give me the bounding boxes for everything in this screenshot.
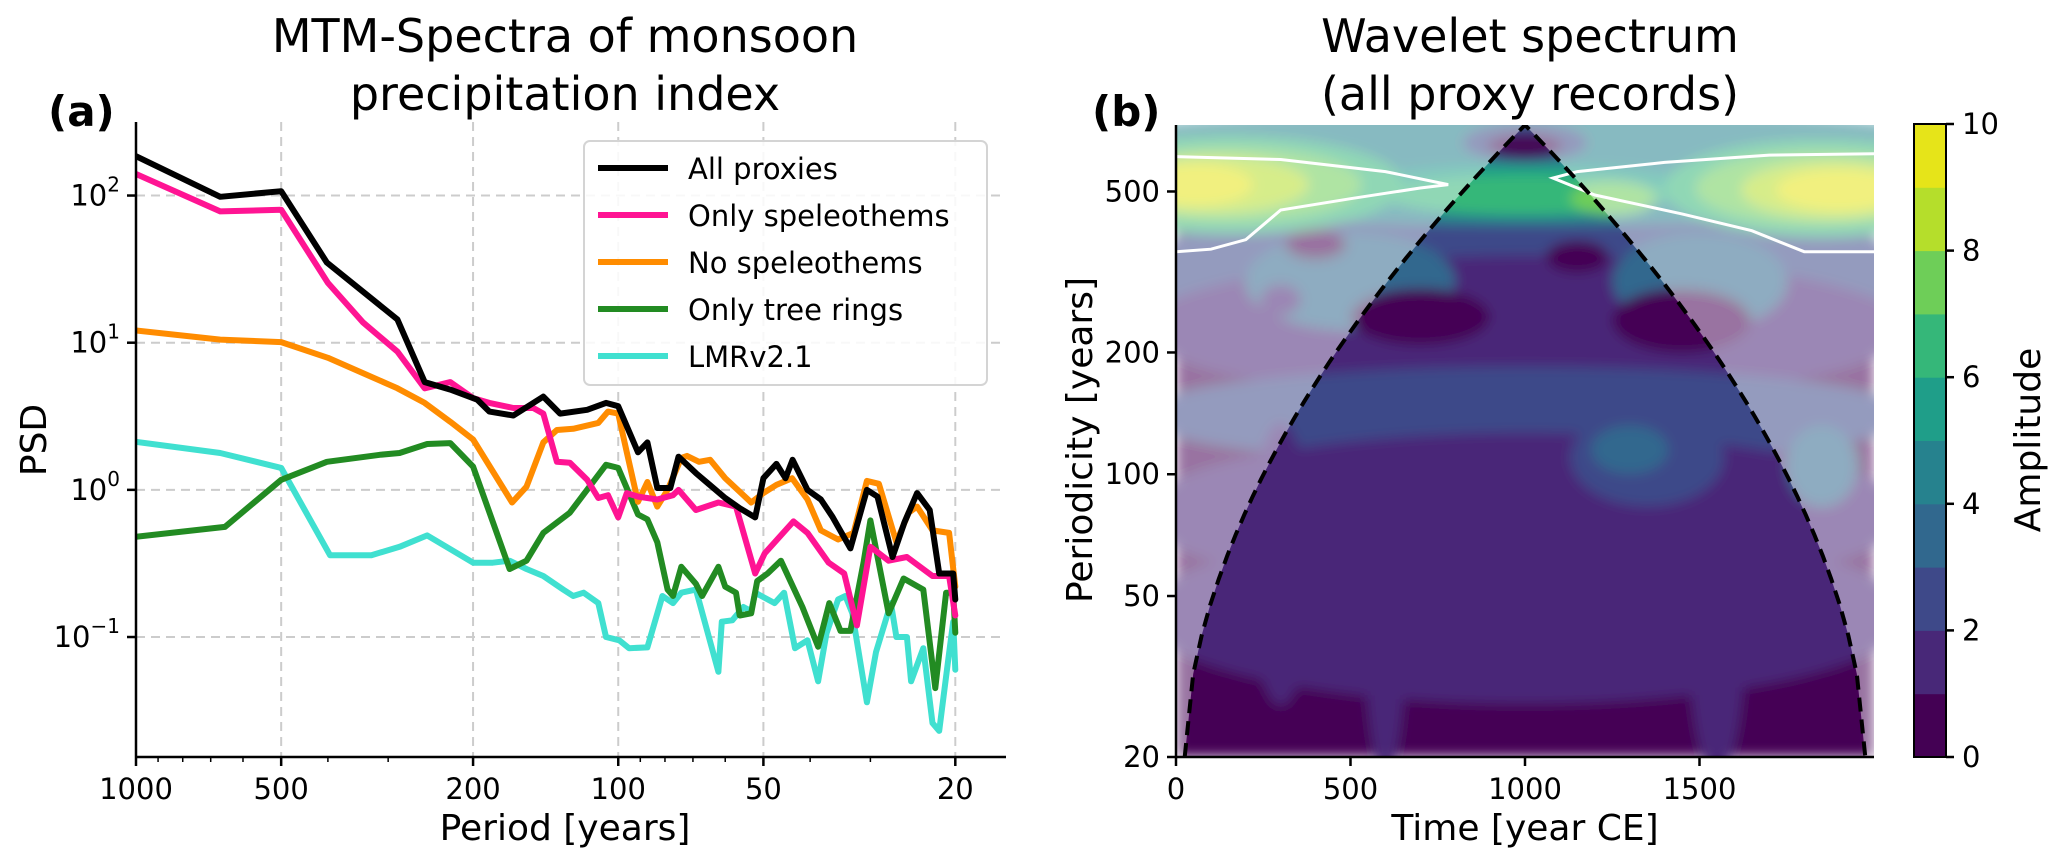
legend-item: Only tree rings	[598, 293, 903, 327]
colorbar-band	[1914, 377, 1946, 441]
legend-label: All proxies	[688, 152, 838, 186]
colorbar-tick-label: 0	[1962, 740, 1980, 774]
colorbar-band	[1914, 187, 1946, 252]
y-ticks: 20 50 100 200 500	[1105, 174, 1176, 774]
amplitude-level-3	[1591, 425, 1669, 474]
y-tick-label: 100	[1105, 457, 1160, 491]
amplitude-level-0	[1612, 288, 1752, 353]
colorbar-band	[1914, 567, 1946, 631]
amplitude-level-0	[1284, 228, 1348, 261]
y-tick-label: 20	[1123, 740, 1160, 774]
y-tick-label-base: 10	[70, 179, 107, 213]
x-tick-label: 0	[1167, 772, 1185, 806]
colorbar-tick-label: 6	[1962, 360, 1980, 394]
panel-a-label: (a)	[48, 87, 115, 136]
colorbar-band	[1914, 630, 1946, 695]
amplitude-level-1	[1249, 422, 1313, 706]
amplitude-level-0	[1350, 288, 1491, 346]
cone-of-influence	[1182, 125, 1868, 757]
amplitude-level-3	[1786, 425, 1857, 507]
x-ticks: 0 500 1000 1500	[1167, 757, 1737, 806]
x-tick-label: 200	[445, 772, 500, 806]
colorbar-band	[1914, 503, 1946, 568]
colorbar-tick-label: 8	[1962, 234, 1980, 268]
y-tick-label-exponent: 0	[107, 467, 120, 491]
y-axis-label: PSD	[14, 404, 55, 476]
y-tick-label: 500	[1105, 174, 1160, 208]
colorbar-tick-label: 2	[1962, 613, 1980, 647]
colorbar-band	[1914, 440, 1946, 505]
colorbar-band	[1914, 693, 1946, 758]
legend-box	[583, 140, 988, 386]
amplitude-level-9	[1776, 169, 1874, 210]
amplitude-level-0	[1545, 240, 1609, 273]
series-line-lmrv2-1	[136, 438, 959, 734]
legend-label: Only speleothems	[688, 199, 950, 233]
x-tick-label: 20	[937, 772, 974, 806]
legend: All proxies Only speleothems No speleothem…	[583, 140, 988, 386]
y-tick-label-exponent: 2	[107, 173, 120, 197]
x-axis-label: Time [year CE]	[1390, 808, 1658, 849]
significance-contour	[1176, 152, 1874, 254]
colorbar-band	[1914, 124, 1946, 188]
cone-outside-shading	[1176, 125, 1874, 757]
y-tick-label-base: 10	[70, 473, 107, 507]
y-tick-label: 50	[1123, 579, 1160, 613]
y-tick-label-base: 10	[70, 326, 107, 360]
x-ticks: 1000 500 200 100 50 20	[99, 757, 974, 806]
legend-item: All proxies	[598, 152, 838, 186]
legend-label: No speleothems	[688, 246, 923, 280]
x-tick-label: 500	[253, 772, 308, 806]
wavelet-heatmap	[1176, 125, 1874, 757]
colorbar-tick-label: 4	[1962, 487, 1980, 521]
x-axis-label: Period [years]	[440, 808, 691, 849]
panel-b-label: (b)	[1092, 87, 1160, 136]
y-tick-label: 102	[70, 173, 120, 213]
y-tick-label: 101	[70, 320, 120, 360]
y-tick-label-base: 10	[54, 620, 91, 654]
legend-item: LMRv2.1	[598, 340, 813, 374]
colorbar-band	[1914, 250, 1946, 315]
series-line-only-tree-rings	[136, 440, 959, 692]
x-tick-label: 50	[745, 772, 782, 806]
amplitude-level-1	[1259, 283, 1302, 316]
series-line-all-proxies	[136, 153, 959, 603]
amplitude-level-1	[1364, 452, 1407, 757]
x-tick-label: 100	[591, 772, 646, 806]
x-tick-label: 1000	[99, 772, 173, 806]
significance-contour-line	[1548, 152, 1874, 254]
amplitude-level-0	[1486, 133, 1564, 158]
panel-a: MTM-Spectra of monsoon precipitation ind…	[14, 9, 1006, 849]
amplitude-level-9	[1176, 164, 1253, 205]
colorbar-outline	[1913, 123, 1947, 758]
significance-contour-line	[1176, 155, 1449, 254]
colorbar-tick-label: 10	[1962, 107, 1999, 141]
y-tick-label-exponent: −1	[91, 614, 120, 638]
legend-label: LMRv2.1	[688, 340, 813, 374]
panel-b-title-line1: Wavelet spectrum	[1321, 9, 1739, 63]
plot-lines	[136, 153, 959, 734]
y-tick-label: 100	[70, 467, 120, 507]
panel-b: Wavelet spectrum (all proxy records) (b)…	[1060, 9, 2049, 849]
y-tick-label: 200	[1105, 335, 1160, 369]
x-tick-label: 500	[1323, 772, 1378, 806]
legend-label: Only tree rings	[688, 293, 903, 327]
amplitude-level-1	[1689, 493, 1745, 757]
panel-a-title-line2: precipitation index	[350, 67, 780, 121]
panel-b-title-line2: (all proxy records)	[1321, 67, 1739, 121]
y-axis-label: Periodicity [years]	[1060, 277, 1101, 603]
colorbar: 0 2 4 6 8 10	[1913, 107, 1999, 774]
legend-item: No speleothems	[598, 246, 923, 280]
x-tick-label: 1000	[1488, 772, 1562, 806]
colorbar-band	[1914, 313, 1946, 378]
panel-a-title-line1: MTM-Spectra of monsoon	[272, 9, 858, 63]
y-tick-label-exponent: 1	[107, 320, 120, 344]
x-tick-label: 1500	[1663, 772, 1737, 806]
legend-item: Only speleothems	[598, 199, 950, 233]
y-tick-label: 10−1	[54, 614, 120, 654]
colorbar-label: Amplitude	[2008, 348, 2049, 532]
